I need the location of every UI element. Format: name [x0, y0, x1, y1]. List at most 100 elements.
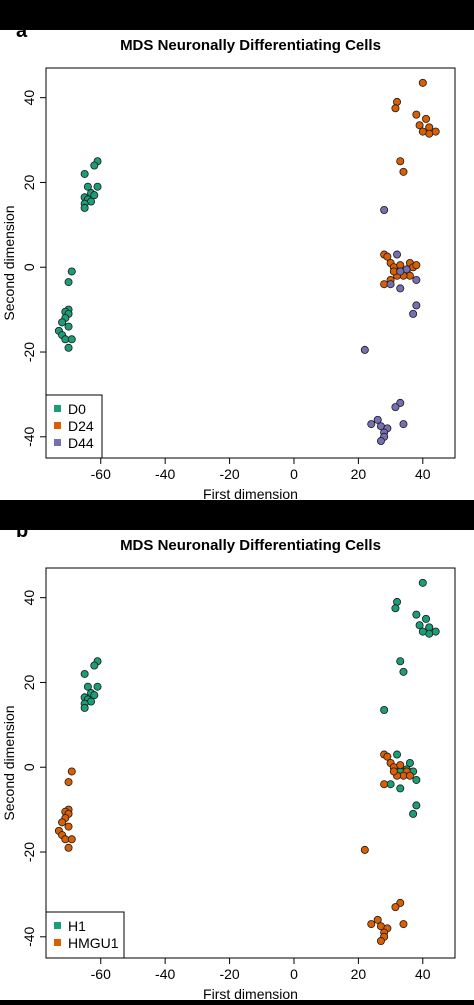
x-axis-label: First dimension — [203, 986, 298, 1000]
plot-frame — [45, 67, 456, 459]
data-point — [93, 182, 102, 191]
data-point — [399, 167, 408, 176]
data-point — [64, 843, 73, 852]
data-point — [393, 750, 402, 759]
legend-swatch — [54, 439, 61, 446]
data-point — [376, 437, 385, 446]
legend-box — [45, 911, 125, 959]
legend-swatch — [54, 922, 61, 929]
data-point — [58, 318, 67, 327]
data-point — [93, 682, 102, 691]
chart-title: MDS Neuronally Differentiating Cells — [120, 537, 381, 554]
data-point — [380, 780, 389, 789]
legend-swatch — [54, 422, 61, 429]
data-point — [67, 335, 76, 344]
data-point — [367, 420, 376, 429]
data-point — [412, 801, 421, 810]
data-point — [67, 767, 76, 776]
x-tick-label: -20 — [219, 466, 239, 482]
y-tick-label: 40 — [21, 590, 37, 606]
y-tick-label: -20 — [21, 842, 37, 862]
data-point — [67, 267, 76, 276]
data-point — [405, 771, 414, 780]
y-tick-label: 20 — [21, 674, 37, 690]
y-axis-label: Second dimension — [1, 205, 17, 320]
x-tick-label: -40 — [155, 966, 175, 982]
chart-title: MDS Neuronally Differentiating Cells — [120, 37, 381, 54]
plot-frame — [45, 567, 456, 959]
data-point — [422, 114, 431, 123]
data-point — [415, 121, 424, 130]
data-point — [380, 706, 389, 715]
data-point — [58, 818, 67, 827]
legend-label: H1 — [68, 918, 86, 934]
legend-label: D0 — [68, 401, 86, 417]
y-tick-label: 40 — [21, 90, 37, 106]
data-point — [415, 621, 424, 630]
data-point — [409, 309, 418, 318]
x-tick-label: -20 — [219, 966, 239, 982]
legend-label: D44 — [68, 435, 94, 451]
data-point — [399, 920, 408, 929]
data-point — [418, 578, 427, 587]
data-point — [396, 284, 405, 293]
data-point — [422, 614, 431, 623]
legend-swatch — [54, 939, 61, 946]
y-tick-label: -40 — [21, 926, 37, 946]
data-point — [409, 809, 418, 818]
data-point — [383, 252, 392, 261]
data-point — [360, 345, 369, 354]
data-point — [380, 206, 389, 215]
y-tick-label: -20 — [21, 342, 37, 362]
data-point — [399, 667, 408, 676]
y-tick-label: 0 — [21, 263, 37, 271]
data-point — [389, 767, 398, 776]
x-axis-label: First dimension — [203, 486, 298, 500]
mds-chart-b: MDS Neuronally Differentiating Cells -60 -… — [1, 537, 456, 1002]
data-point — [412, 301, 421, 310]
x-tick-label: -40 — [155, 466, 175, 482]
data-point — [412, 110, 421, 119]
data-point — [386, 280, 395, 289]
data-point — [418, 127, 427, 136]
data-point — [80, 703, 89, 712]
data-point — [373, 415, 382, 424]
data-point — [67, 835, 76, 844]
data-point — [399, 420, 408, 429]
data-point — [373, 915, 382, 924]
data-point — [412, 261, 421, 270]
x-tick-label: 40 — [415, 466, 431, 482]
panel-a: a MDS Neuronally Differentiating Cells -6… — [0, 20, 474, 502]
data-point — [83, 182, 92, 191]
x-tick-label: 0 — [290, 966, 298, 982]
legend-label: HMGU1 — [68, 935, 119, 951]
data-point — [80, 169, 89, 178]
mds-chart-a: MDS Neuronally Differentiating Cells -60 -… — [1, 37, 456, 502]
data-point — [391, 403, 400, 412]
data-point — [396, 784, 405, 793]
data-point — [412, 275, 421, 284]
data-point — [360, 845, 369, 854]
data-point — [64, 778, 73, 787]
legend-label: D24 — [68, 418, 94, 434]
y-tick-label: -40 — [21, 426, 37, 446]
data-point — [80, 669, 89, 678]
data-point — [396, 157, 405, 166]
data-point — [90, 191, 99, 200]
data-point — [412, 775, 421, 784]
data-point — [405, 758, 414, 767]
data-point — [396, 267, 405, 276]
data-point — [376, 937, 385, 946]
x-tick-label: 40 — [415, 966, 431, 982]
data-point — [412, 610, 421, 619]
data-point — [383, 752, 392, 761]
data-point — [64, 343, 73, 352]
data-point — [391, 903, 400, 912]
data-point — [90, 661, 99, 670]
panel-b: b MDS Neuronally Differentiating Cells -6… — [0, 520, 474, 1002]
data-point — [90, 161, 99, 170]
data-point — [83, 682, 92, 691]
data-point — [90, 691, 99, 700]
data-point — [396, 657, 405, 666]
panel-letter: b — [16, 520, 29, 542]
